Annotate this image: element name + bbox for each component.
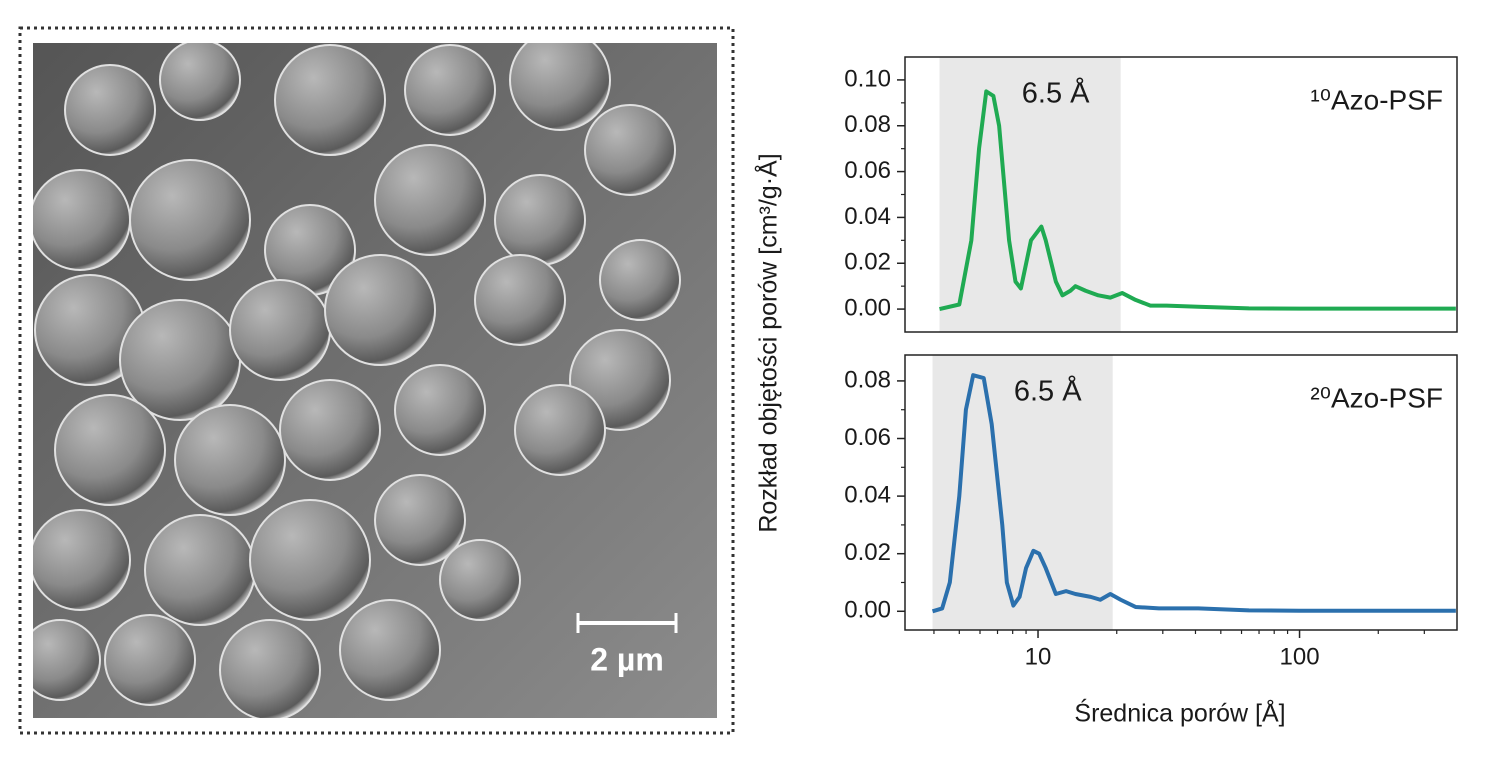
sem-sphere (374, 144, 486, 256)
series-label: ²⁰Azo-PSF (1310, 382, 1443, 413)
sem-sphere (324, 254, 436, 366)
annotation: 6.5 Å (1014, 375, 1082, 408)
sem-sphere (584, 104, 676, 196)
sem-sphere (229, 279, 331, 381)
y-tick-label: 0.02 (844, 249, 891, 276)
y-tick-label: 0.04 (844, 203, 891, 230)
scale-bar-label: 2 µm (590, 641, 664, 677)
image-frame (18, 26, 735, 735)
sem-sphere (33, 169, 131, 271)
x-tick-label: 10 (1025, 643, 1052, 670)
sem-sphere (599, 239, 681, 321)
sem-sphere (374, 474, 466, 566)
sem-sphere (104, 614, 196, 706)
sem-sphere (394, 364, 486, 456)
x-tick-label: 100 (1280, 643, 1320, 670)
y-axis-label: Rozkład objętości porów [cm³/g·Å] (753, 153, 783, 532)
sem-sphere (159, 43, 241, 121)
sem-image (33, 43, 717, 718)
sem-sphere (249, 499, 371, 621)
plot-frame (904, 354, 1458, 631)
sem-sphere (129, 159, 251, 281)
sem-sphere (33, 619, 101, 701)
sem-sphere (339, 599, 441, 701)
sem-sphere (144, 514, 256, 626)
sem-sphere (439, 539, 521, 621)
sem-sphere (64, 64, 156, 156)
sem-sphere (54, 394, 166, 506)
y-tick-label: 0.00 (844, 597, 891, 624)
sem-sphere (509, 43, 611, 131)
y-tick-label: 0.08 (844, 366, 891, 393)
x-axis-label: Średnica porów [Å] (1074, 698, 1285, 728)
sem-sphere (174, 404, 286, 516)
y-tick-label: 0.10 (844, 65, 891, 92)
sem-sphere (494, 174, 586, 266)
y-tick-label: 0.04 (844, 481, 891, 508)
sem-sphere (274, 44, 386, 156)
series-label: ¹⁰Azo-PSF (1310, 84, 1443, 115)
annotation: 6.5 Å (1022, 77, 1090, 110)
sem-sphere (33, 509, 131, 611)
y-tick-label: 0.00 (844, 294, 891, 321)
y-tick-label: 0.08 (844, 111, 891, 138)
sem-sphere (474, 254, 566, 346)
y-tick-label: 0.02 (844, 539, 891, 566)
series-line (939, 89, 1456, 312)
y-tick-label: 0.06 (844, 424, 891, 451)
sem-sphere (404, 44, 496, 136)
sem-sphere (514, 384, 606, 476)
sem-sphere (279, 379, 381, 481)
sem-sphere (219, 619, 321, 718)
shaded-region (939, 57, 1121, 332)
series-line (931, 373, 1456, 614)
y-tick-label: 0.06 (844, 157, 891, 184)
